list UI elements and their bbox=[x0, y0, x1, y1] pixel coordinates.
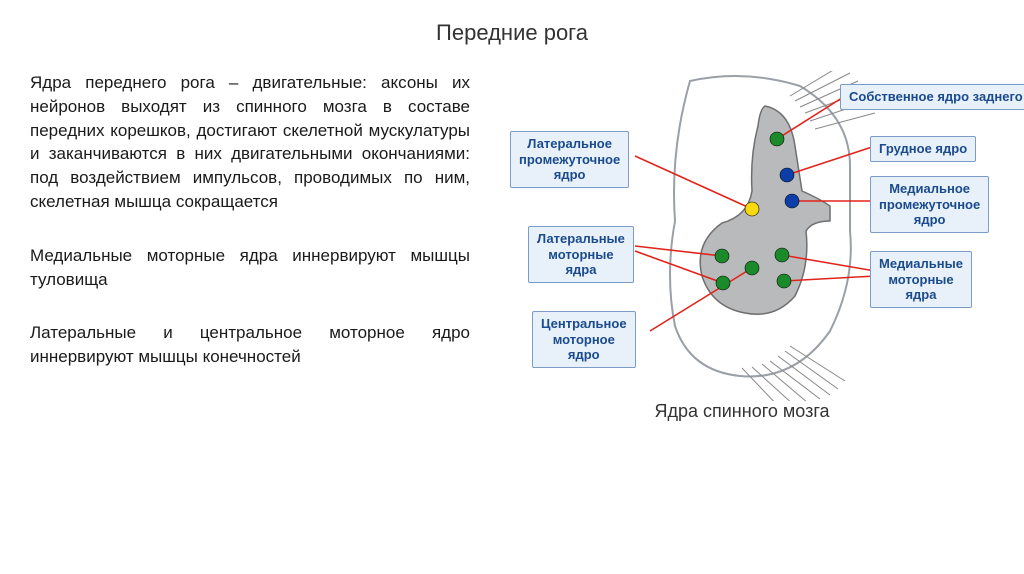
diagram-column: Собственное ядро заднего рога Латерально… bbox=[490, 71, 994, 422]
paragraph-2: Медиальные моторные ядра иннервируют мыш… bbox=[30, 244, 470, 292]
label-medial-motor: Медиальныемоторныеядра bbox=[870, 251, 972, 308]
nucleus-medial-motor-1 bbox=[775, 248, 789, 262]
nucleus-proper-nucleus bbox=[770, 132, 784, 146]
label-central-motor: Центральноемоторноеядро bbox=[532, 311, 636, 368]
diagram-caption: Ядра спинного мозга bbox=[490, 401, 994, 422]
ventral-fibers bbox=[742, 346, 845, 401]
label-lateral-motor: Латеральныемоторныеядра bbox=[528, 226, 634, 283]
nucleus-medial-intermediate bbox=[785, 194, 799, 208]
nucleus-lateral-motor-2 bbox=[716, 276, 730, 290]
paragraph-1: Ядра переднего рога – двигательные: аксо… bbox=[30, 71, 470, 214]
nucleus-central-motor bbox=[745, 261, 759, 275]
nucleus-medial-motor-2 bbox=[777, 274, 791, 288]
label-proper-nucleus: Собственное ядро заднего рога bbox=[840, 84, 1024, 110]
page-title: Передние рога bbox=[30, 20, 994, 46]
label-thoracic-nucleus: Грудное ядро bbox=[870, 136, 976, 162]
content-row: Ядра переднего рога – двигательные: аксо… bbox=[30, 71, 994, 422]
nucleus-thoracic-nucleus bbox=[780, 168, 794, 182]
nucleus-lateral-intermediate bbox=[745, 202, 759, 216]
text-column: Ядра переднего рога – двигательные: аксо… bbox=[30, 71, 470, 422]
paragraph-3: Латеральные и центральное моторное ядро … bbox=[30, 321, 470, 369]
label-medial-intermediate: Медиальноепромежуточноеядро bbox=[870, 176, 989, 233]
nucleus-lateral-motor-1 bbox=[715, 249, 729, 263]
label-lateral-intermediate: Латеральноепромежуточноеядро bbox=[510, 131, 629, 188]
